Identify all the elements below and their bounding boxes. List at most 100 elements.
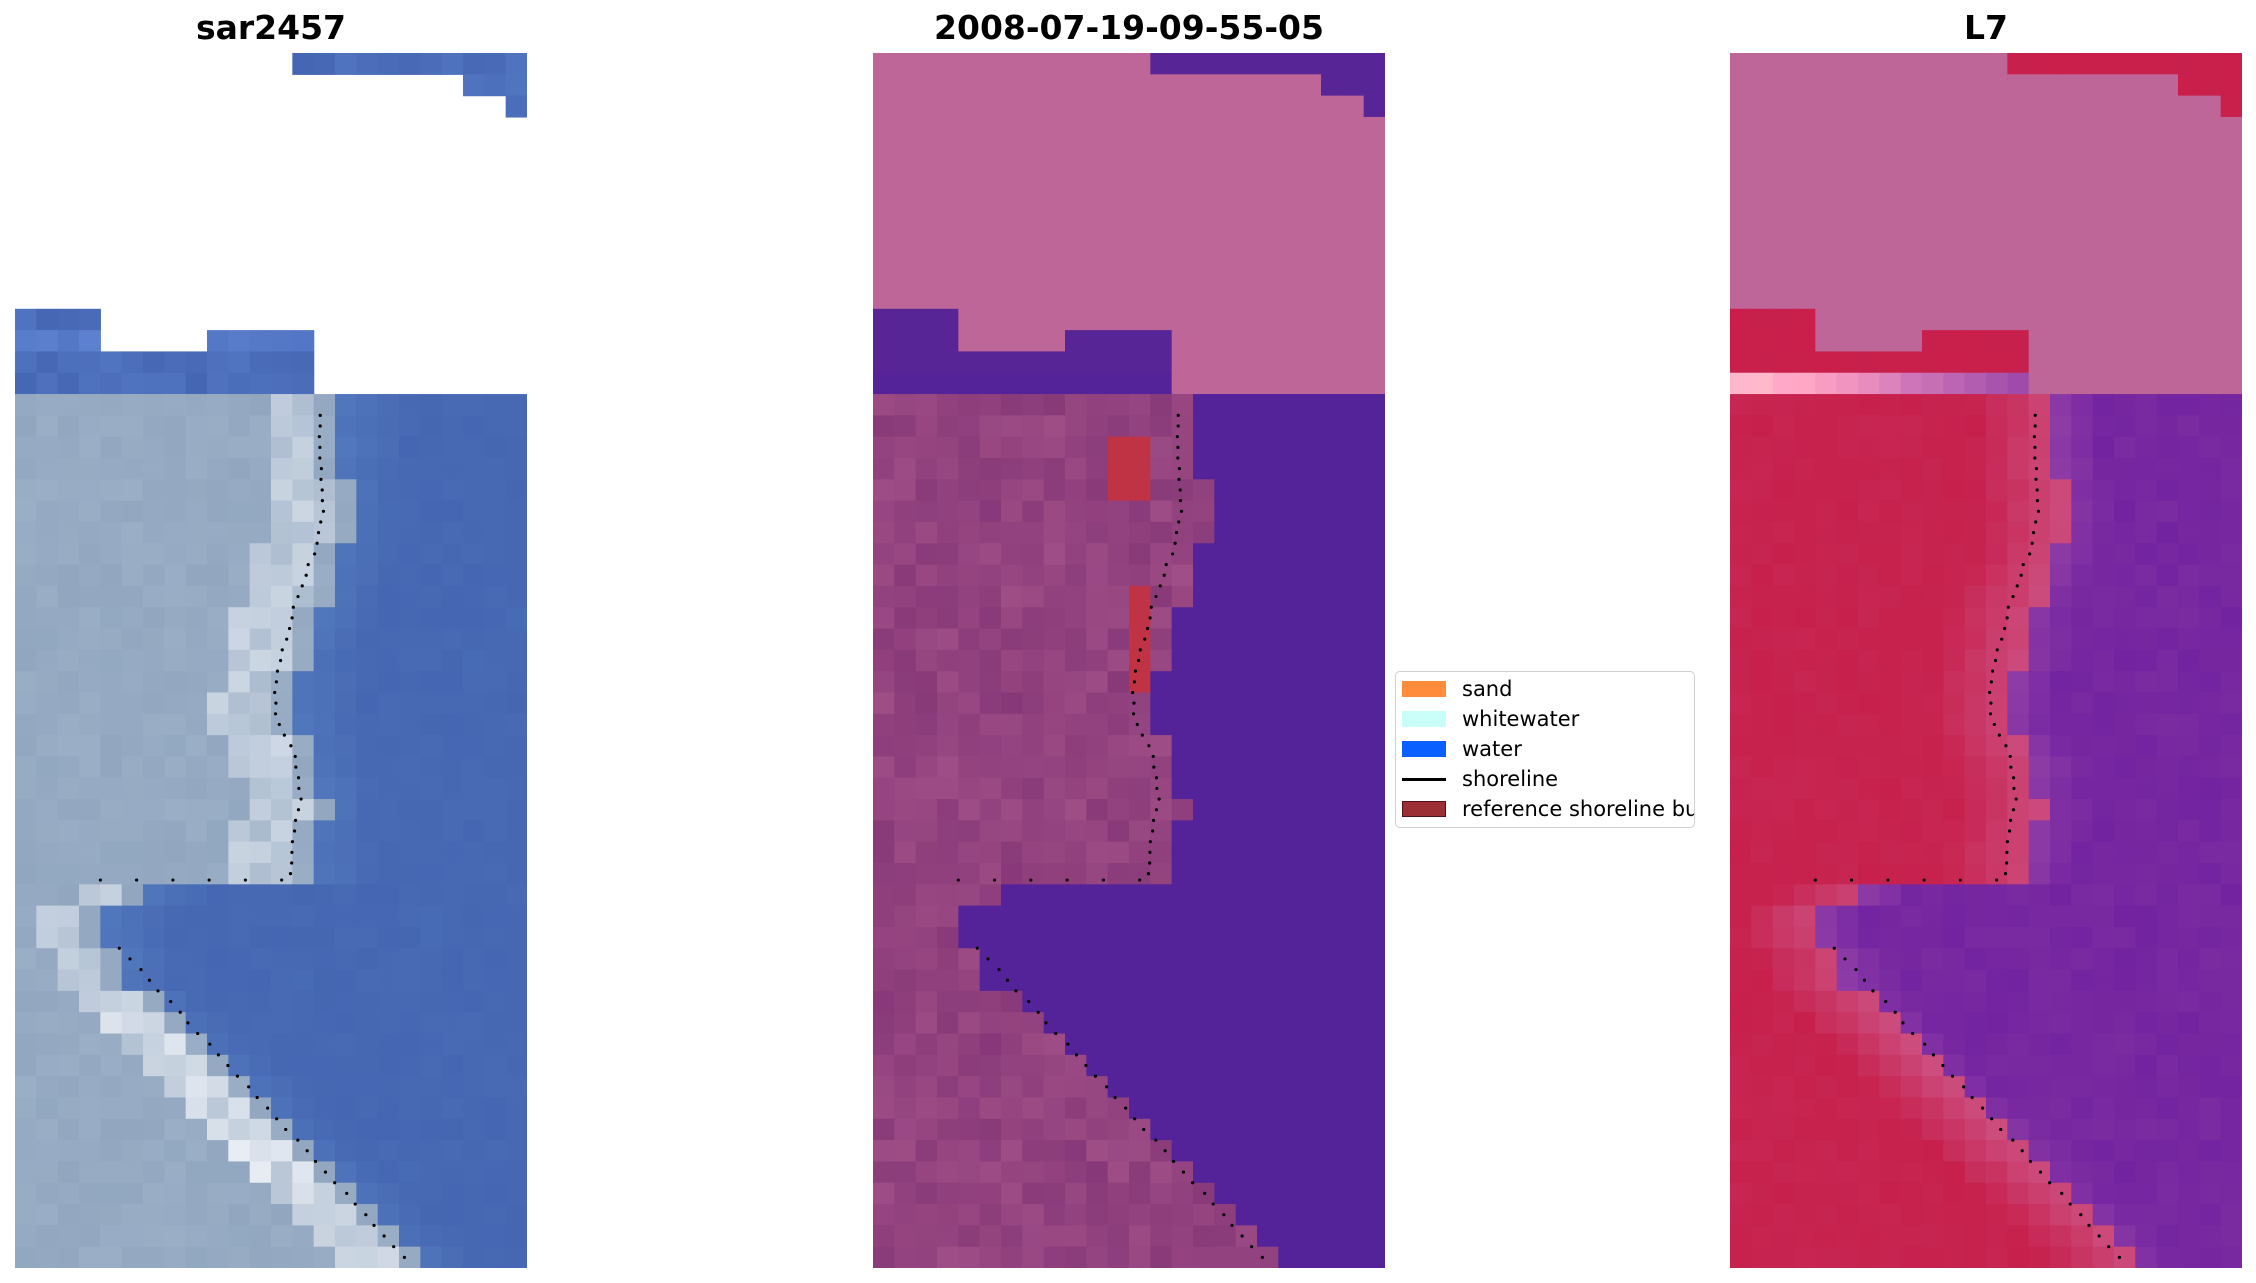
image-pixel xyxy=(505,713,527,736)
image-pixel xyxy=(57,1097,80,1120)
image-pixel xyxy=(1065,863,1087,885)
image-pixel xyxy=(873,479,895,502)
image-pixel xyxy=(36,1054,59,1077)
image-pixel xyxy=(484,479,507,502)
image-pixel xyxy=(377,1118,400,1141)
image-pixel xyxy=(356,436,379,459)
image-pixel xyxy=(1299,799,1322,821)
image-pixel xyxy=(1171,1033,1194,1056)
image-pixel xyxy=(2092,564,2115,587)
image-pixel xyxy=(1001,116,1023,139)
image-pixel xyxy=(2220,564,2242,587)
image-pixel xyxy=(1858,1076,1880,1099)
image-pixel xyxy=(79,863,101,885)
image-pixel xyxy=(1964,436,1987,459)
image-pixel xyxy=(1193,969,1215,992)
image-pixel xyxy=(335,479,357,502)
shoreline-point xyxy=(266,1106,270,1110)
image-pixel xyxy=(2028,223,2051,246)
image-pixel xyxy=(2071,1182,2094,1205)
image-pixel xyxy=(164,969,187,992)
image-pixel xyxy=(484,756,507,779)
image-pixel xyxy=(121,649,144,672)
image-pixel xyxy=(79,479,101,502)
image-pixel xyxy=(121,564,144,587)
shoreline-point xyxy=(1054,1031,1058,1036)
image-pixel xyxy=(185,948,208,971)
image-pixel xyxy=(249,458,272,480)
image-pixel xyxy=(2071,330,2094,353)
image-pixel xyxy=(2007,756,2030,779)
image-pixel xyxy=(1214,180,1237,203)
image-pixel xyxy=(1321,244,1343,267)
image-pixel xyxy=(335,1076,357,1099)
image-pixel xyxy=(1794,266,1816,289)
image-pixel xyxy=(1129,1012,1151,1035)
image-pixel xyxy=(79,543,101,566)
image-pixel xyxy=(2050,1033,2072,1056)
image-pixel xyxy=(1193,1161,1215,1184)
image-pixel xyxy=(1879,1204,1902,1226)
image-pixel xyxy=(1150,53,1173,75)
image-pixel xyxy=(1193,287,1215,310)
image-pixel xyxy=(1107,607,1130,630)
image-pixel xyxy=(1964,116,1987,139)
image-pixel xyxy=(249,415,272,438)
image-pixel xyxy=(1342,1204,1365,1226)
shoreline-point xyxy=(2032,435,2036,439)
image-pixel xyxy=(1022,436,1045,459)
image-pixel xyxy=(2092,330,2115,353)
image-pixel xyxy=(1879,202,1902,225)
image-pixel xyxy=(36,1246,59,1268)
image-pixel xyxy=(1193,926,1215,949)
image-pixel xyxy=(915,1033,938,1056)
image-pixel xyxy=(335,948,357,971)
image-pixel xyxy=(271,692,293,715)
image-pixel xyxy=(1858,521,1880,544)
image-pixel xyxy=(143,649,165,672)
image-pixel xyxy=(2050,713,2072,736)
image-pixel xyxy=(1363,841,1385,864)
image-pixel xyxy=(2156,159,2179,182)
image-pixel xyxy=(271,1140,293,1163)
image-pixel xyxy=(2050,1118,2072,1141)
image-pixel xyxy=(2028,308,2051,331)
image-pixel xyxy=(2199,841,2222,864)
image-pixel xyxy=(2007,1225,2030,1248)
image-pixel xyxy=(441,926,464,949)
image-pixel xyxy=(463,543,485,566)
image-pixel xyxy=(979,713,1002,736)
image-pixel xyxy=(1107,1033,1130,1056)
image-pixel xyxy=(2092,841,2115,864)
image-pixel xyxy=(1815,948,1838,971)
image-pixel xyxy=(79,521,101,544)
image-pixel xyxy=(207,884,229,907)
image-pixel xyxy=(36,713,59,736)
image-pixel xyxy=(1299,266,1322,289)
image-pixel xyxy=(335,713,357,736)
image-pixel xyxy=(2178,628,2200,651)
image-pixel xyxy=(1171,521,1194,544)
image-pixel xyxy=(1278,308,1301,331)
image-pixel xyxy=(1299,649,1322,672)
image-pixel xyxy=(1086,1118,1109,1141)
image-pixel xyxy=(1794,330,1816,353)
image-pixel xyxy=(1751,500,1774,523)
image-pixel xyxy=(2114,607,2136,630)
image-pixel xyxy=(377,692,400,715)
image-pixel xyxy=(164,820,187,843)
image-pixel xyxy=(356,735,379,758)
image-pixel xyxy=(979,905,1002,928)
image-pixel xyxy=(1964,564,1987,587)
image-pixel xyxy=(2028,863,2051,885)
image-pixel xyxy=(1022,1033,1045,1056)
image-pixel xyxy=(2220,969,2242,992)
image-pixel xyxy=(1943,1140,1966,1163)
image-pixel xyxy=(2114,990,2136,1013)
image-pixel xyxy=(2135,372,2158,395)
image-pixel xyxy=(505,671,527,694)
shoreline-point xyxy=(1150,829,1155,833)
image-pixel xyxy=(1943,116,1966,139)
image-pixel xyxy=(207,1225,229,1248)
image-pixel xyxy=(1150,820,1173,843)
